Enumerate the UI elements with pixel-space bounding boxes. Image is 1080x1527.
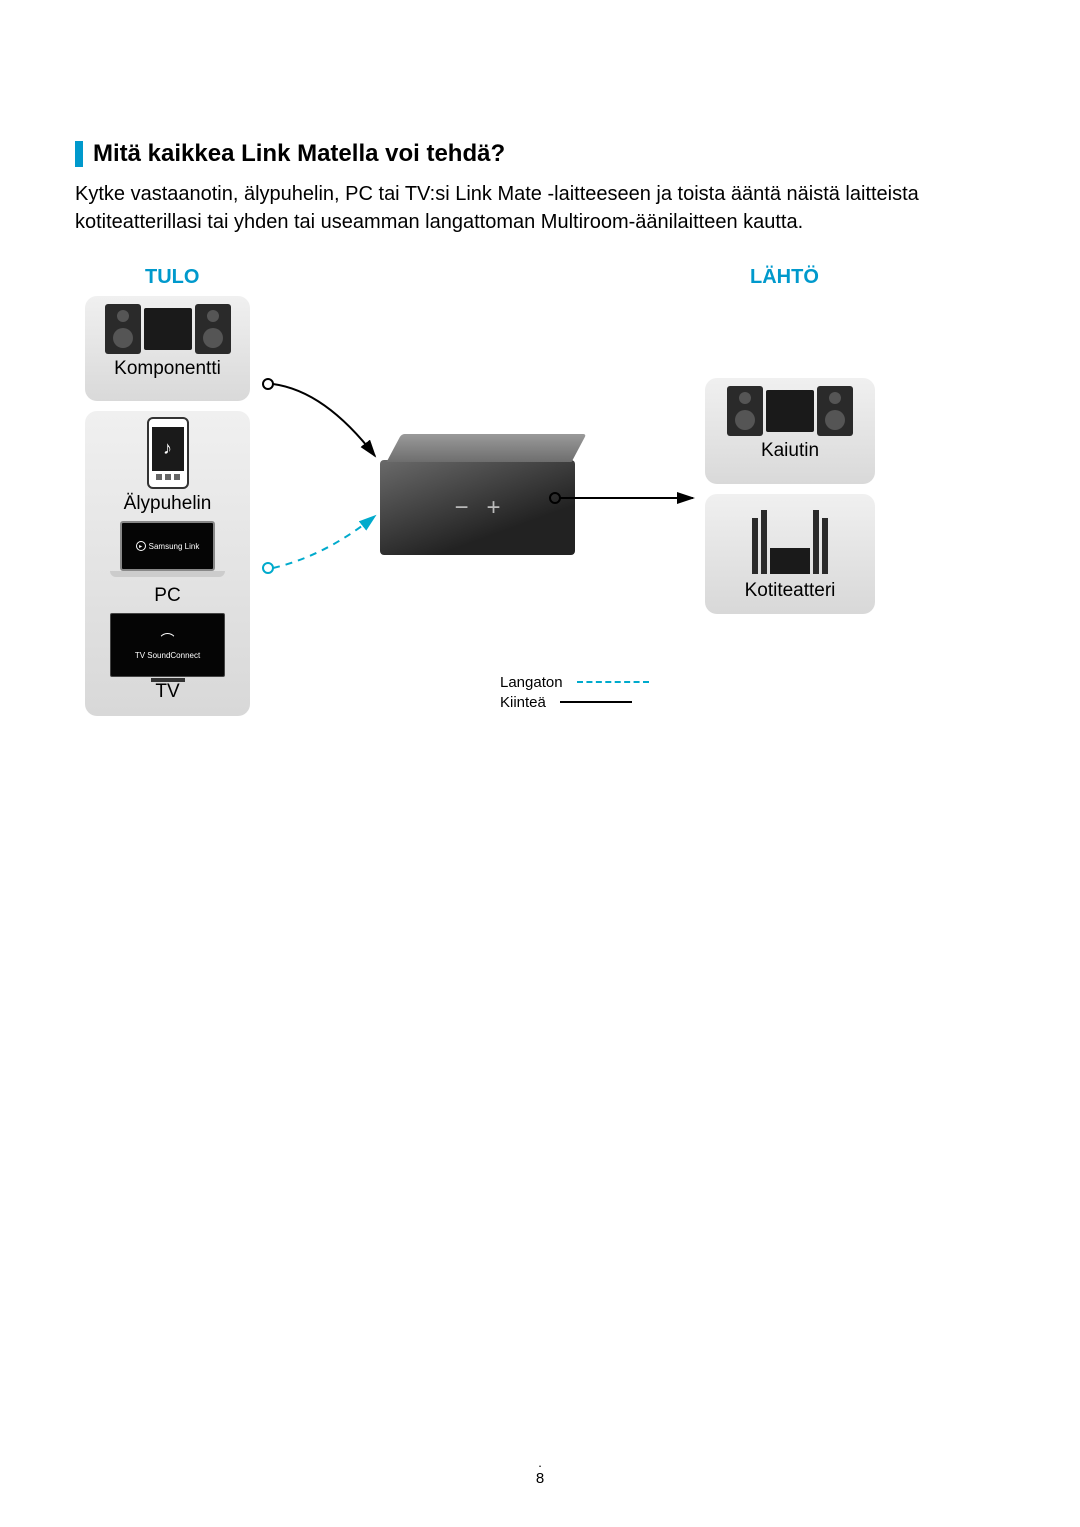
output-column-label: LÄHTÖ [750, 266, 819, 289]
solid-line-icon [560, 701, 632, 703]
dashed-line-icon [577, 681, 649, 683]
output-home-theater: Kotiteatteri [705, 494, 875, 614]
laptop-icon: ▸Samsung Link [110, 521, 225, 581]
speaker-system-icon [727, 386, 853, 436]
input-devices-group: ♪ Älypuhelin ▸Samsung Link PC ⌒ TV Sound… [85, 411, 250, 716]
intro-paragraph: Kytke vastaanotin, älypuhelin, PC tai TV… [75, 180, 1005, 236]
legend-wireless-label: Langaton [500, 674, 563, 691]
tv-label: TV [155, 681, 179, 703]
pc-app-label: Samsung Link [149, 542, 200, 551]
speaker-label: Kaiutin [761, 440, 819, 462]
home-theater-icon [752, 510, 828, 574]
home-theater-label: Kotiteatteri [745, 580, 836, 602]
section-heading: Mitä kaikkea Link Matella voi tehdä? [93, 140, 505, 168]
connection-diagram: TULO LÄHTÖ Komponentti ♪ Älypuhelin ▸Sam… [75, 266, 1005, 786]
output-speaker: Kaiutin [705, 378, 875, 484]
legend-wired-label: Kiinteä [500, 694, 546, 711]
tv-icon: ⌒ TV SoundConnect [110, 613, 225, 677]
page-number-value: 8 [536, 1470, 544, 1487]
smartphone-icon: ♪ [147, 417, 189, 489]
heading-row: Mitä kaikkea Link Matella voi tehdä? [75, 140, 1005, 168]
legend: Langaton Kiinteä [500, 672, 649, 712]
pc-label: PC [154, 585, 180, 607]
page-number: · 8 [536, 1462, 544, 1487]
input-component: Komponentti [85, 296, 250, 401]
component-label: Komponentti [114, 358, 221, 380]
tv-app-label: TV SoundConnect [135, 651, 200, 660]
link-mate-device-icon: −+ [380, 434, 585, 564]
input-column-label: TULO [145, 266, 199, 289]
accent-bar-icon [75, 141, 83, 167]
phone-label: Älypuhelin [124, 493, 212, 515]
stereo-component-icon [105, 304, 231, 354]
page-content: Mitä kaikkea Link Matella voi tehdä? Kyt… [75, 140, 1005, 786]
